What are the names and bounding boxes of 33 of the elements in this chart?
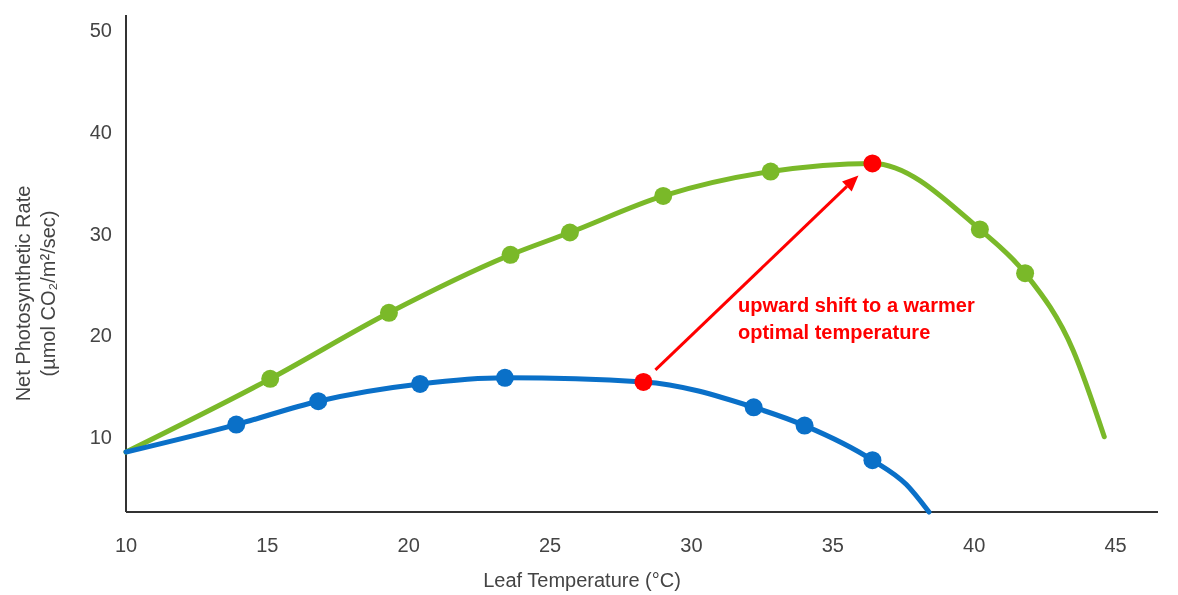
point [761, 162, 780, 181]
point [501, 245, 520, 264]
point [863, 451, 882, 470]
x-tick-label: 15 [256, 534, 279, 556]
x-tick-label: 30 [680, 534, 703, 556]
point [227, 415, 246, 434]
x-tick-label: 40 [963, 534, 986, 556]
point [379, 303, 398, 322]
point [863, 154, 882, 173]
y-tick-label: 30 [89, 222, 112, 245]
point [1016, 264, 1035, 283]
annotation: upward shift to a warmer optimal temperature [738, 294, 975, 343]
x-axis-title: Leaf Temperature (°C) [483, 569, 681, 591]
x-tick-label: 20 [397, 534, 420, 556]
y-tick-label: 10 [89, 425, 112, 448]
point [654, 186, 673, 205]
x-tick-label: 45 [1104, 534, 1127, 556]
point [261, 369, 280, 388]
y-axis-title: Net Photosynthetic Rate (µmol CO₂/m²/sec) [12, 185, 59, 402]
point [495, 368, 514, 387]
x-tick-label: 25 [538, 534, 562, 556]
y-tick-label: 20 [89, 324, 112, 347]
point [795, 416, 814, 435]
point [309, 392, 328, 411]
x-tick-label: 10 [114, 534, 138, 556]
x-tick-label: 35 [821, 534, 844, 556]
point [411, 374, 430, 393]
point [560, 223, 579, 242]
y-tick-label: 40 [89, 120, 112, 143]
point [634, 372, 653, 391]
point [970, 220, 989, 239]
y-tick-label: 50 [89, 19, 112, 42]
point [744, 398, 763, 417]
